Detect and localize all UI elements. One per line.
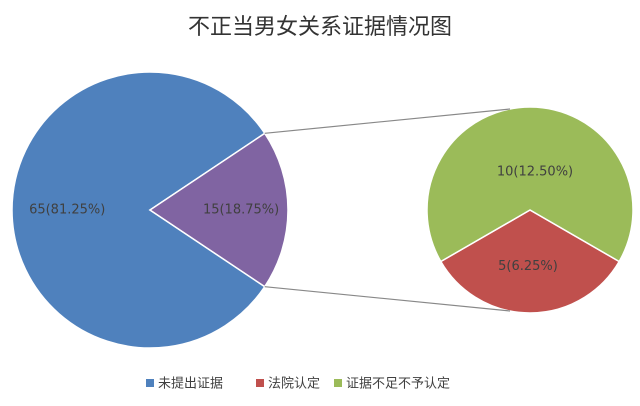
legend-swatch bbox=[146, 379, 154, 387]
data-label: 65(81.25%) bbox=[29, 203, 105, 218]
connector-line bbox=[264, 286, 511, 312]
legend-label: 法院认定 bbox=[268, 377, 320, 392]
chart-title: 不正当男女关系证据情况图 bbox=[188, 15, 452, 40]
legend-swatch bbox=[256, 379, 264, 387]
pie-slice bbox=[11, 71, 266, 349]
connector-line bbox=[264, 108, 511, 134]
data-label: 5(6.25%) bbox=[498, 259, 558, 274]
data-label: 15(18.75%) bbox=[203, 203, 279, 218]
legend-label: 未提出证据 bbox=[158, 376, 223, 392]
legend-swatch bbox=[334, 379, 342, 387]
pie-slice bbox=[148, 132, 289, 288]
pie-slice bbox=[426, 106, 634, 263]
data-label: 10(12.50%) bbox=[497, 164, 573, 179]
legend-label: 证据不足不予认定 bbox=[346, 377, 450, 392]
